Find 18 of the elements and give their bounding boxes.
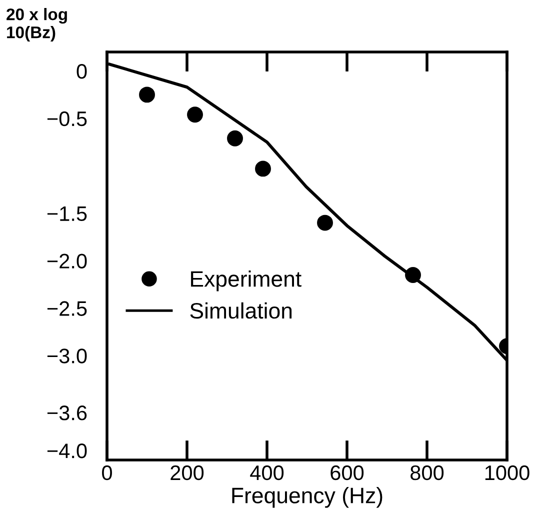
y-tick-label: −2.0 [47, 254, 87, 268]
y-axis-title: 20 x log 10(Bz) [6, 8, 67, 42]
y-tick-label: −3.6 [47, 406, 87, 420]
y-tick-label: −1.5 [47, 206, 87, 222]
legend-label: Experiment [191, 270, 302, 292]
y-tick-label: −2.5 [47, 301, 87, 316]
y-tick-label: −4.0 [47, 444, 87, 458]
x-axis-title: Frequency (Hz) [232, 487, 382, 508]
y-tick-label: −3.0 [47, 348, 87, 364]
x-tick-label: 600 [330, 465, 364, 480]
x-tick-label: 1000 [485, 465, 530, 480]
y-tick-label: −0.5 [47, 111, 87, 126]
legend-label: Simulation [190, 302, 292, 319]
x-tick-label: 800 [410, 465, 444, 480]
y-tick-label: 0 [76, 64, 87, 79]
x-tick-label: 400 [250, 465, 284, 480]
x-tick-label: 0 [102, 465, 112, 480]
x-tick-label: 200 [170, 465, 204, 480]
